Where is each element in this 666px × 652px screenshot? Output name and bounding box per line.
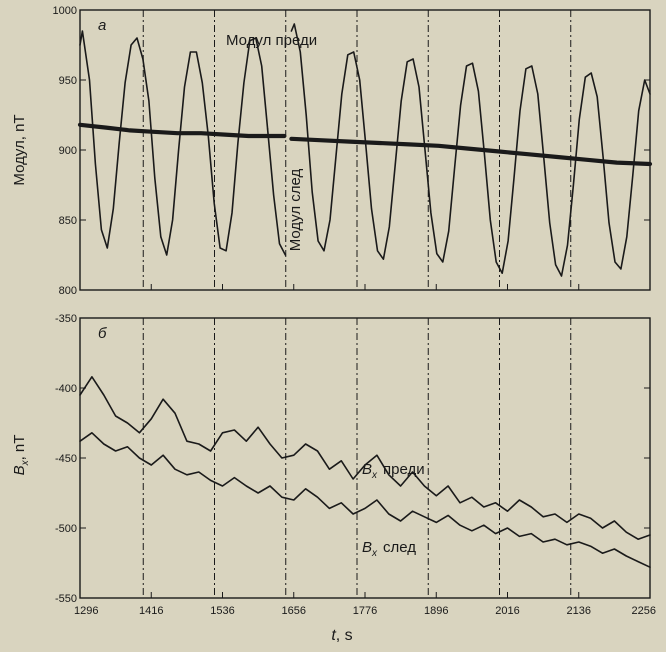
series-line	[160, 37, 269, 256]
x-tick-label: 1896	[424, 605, 448, 617]
series-label: Bx след	[362, 539, 416, 559]
x-tick-label: 1656	[282, 605, 306, 617]
series-line	[79, 376, 651, 540]
y-label-unit: , nT	[11, 435, 28, 461]
x-tick-label: 2136	[567, 605, 591, 617]
series-line	[289, 136, 653, 167]
x-label-unit: , s	[336, 627, 353, 644]
series-label-var: B	[362, 539, 372, 556]
series-label: Bx преди	[362, 461, 425, 481]
series-label: Модул след	[287, 168, 304, 251]
series-line	[77, 122, 287, 139]
panel-label: б	[98, 325, 107, 342]
x-label-var: t	[331, 627, 336, 644]
y-tick-label: 1000	[53, 5, 77, 17]
y-axis-label: Модул, nT	[11, 114, 28, 185]
x-tick-label: 1536	[210, 605, 234, 617]
y-tick-label: 900	[59, 145, 77, 157]
series-label: Модул преди	[226, 32, 317, 49]
y-tick-label: -500	[55, 523, 77, 535]
y-axis-label: Bx, nT	[11, 435, 31, 476]
y-tick-label: 800	[59, 285, 77, 297]
series-label-sub: x	[371, 470, 378, 481]
y-label-var: B	[11, 465, 28, 475]
y-tick-label: -400	[55, 383, 77, 395]
x-tick-label: 1416	[139, 605, 163, 617]
series-line	[79, 432, 651, 568]
x-tick-label: 2016	[495, 605, 519, 617]
panel-label: а	[98, 17, 106, 34]
x-tick-label: 1296	[74, 605, 98, 617]
y-tick-label: 950	[59, 75, 77, 87]
x-axis-label: t, s	[331, 627, 352, 644]
series-line	[290, 23, 651, 277]
series-line	[79, 30, 162, 249]
series-label-word: преди	[383, 461, 425, 478]
series-label-var: B	[362, 461, 372, 478]
series-line	[266, 128, 287, 256]
panel-a: 800 850 900 950 1000 а Модул, nT Модул преди Мод…	[11, 5, 653, 297]
y-tick-label: 850	[59, 215, 77, 227]
y-label-sub: x	[20, 459, 31, 466]
x-tick-label: 1776	[353, 605, 377, 617]
x-tick-label: 2256	[632, 605, 656, 617]
series-label-sub: x	[371, 548, 378, 559]
y-tick-label: -350	[55, 313, 77, 325]
y-tick-label: -450	[55, 453, 77, 465]
series-label-word: след	[383, 539, 416, 556]
y-tick-label: -550	[55, 593, 77, 605]
